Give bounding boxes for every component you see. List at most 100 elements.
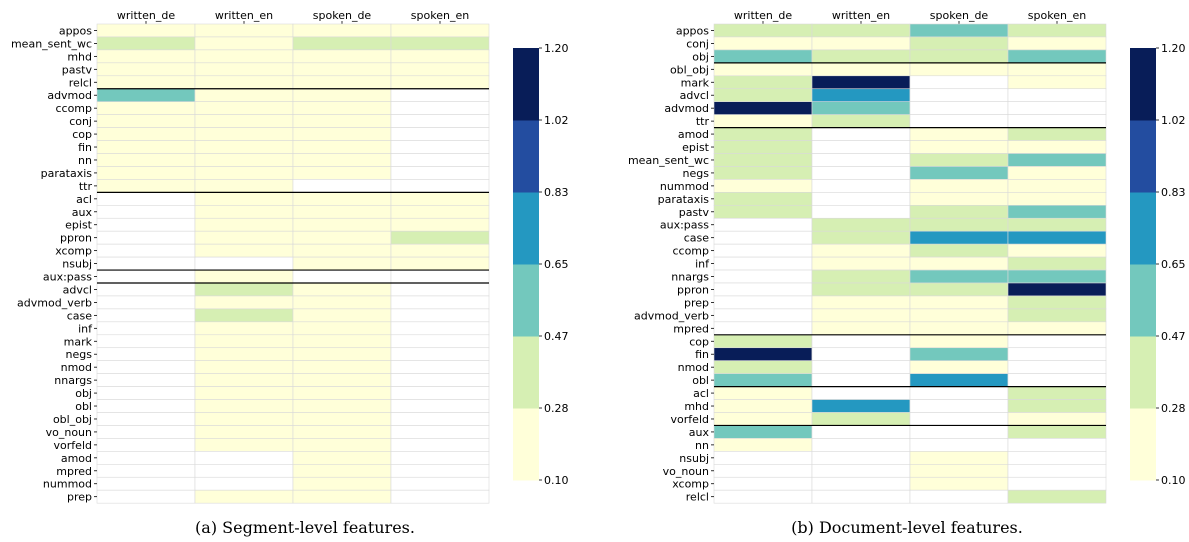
heatmap-cell [713, 269, 813, 284]
document-level-colorbar: 1.20 1.02 0.83 0.65 0.47 0.28 0.10 [1130, 42, 1186, 487]
row-label: aux [72, 206, 93, 219]
heatmap-cell [1007, 217, 1107, 232]
heatmap-cell [909, 412, 1009, 426]
heatmap-cell [909, 386, 1009, 400]
heatmap-cell [96, 438, 196, 452]
column-label: written_de [734, 9, 792, 22]
row-label: advmod [664, 102, 709, 115]
row-label: negs [66, 348, 93, 361]
heatmap-cell [811, 373, 911, 387]
colorbar-segment [1130, 192, 1156, 265]
row-label: conj [69, 115, 92, 128]
colorbar-tick-label: 0.10 [1161, 474, 1186, 487]
heatmap-cell [713, 127, 813, 141]
row-label: mark [681, 76, 710, 89]
row-label: advmod_verb [17, 296, 92, 309]
heatmap-cell [292, 295, 392, 310]
heatmap-cell [713, 62, 813, 77]
heatmap-cell [713, 140, 813, 154]
heatmap-cell [194, 476, 294, 491]
heatmap-cell [713, 399, 813, 413]
heatmap-cell [96, 256, 196, 271]
heatmap-cell [1007, 386, 1107, 400]
column-label: spoken_de [313, 9, 372, 22]
heatmap-cell [909, 308, 1009, 323]
heatmap-cell [713, 282, 813, 297]
colorbar-segment [513, 336, 539, 409]
row-label: mean_sent_wc [11, 37, 92, 50]
heatmap-cell [811, 399, 911, 413]
heatmap-cell [292, 347, 392, 361]
heatmap-cell [96, 217, 196, 232]
heatmap-cell [909, 192, 1009, 206]
heatmap-cell [713, 425, 813, 439]
heatmap-cell [96, 114, 196, 128]
row-label: acl [76, 193, 92, 206]
heatmap-cell [292, 282, 392, 297]
heatmap-cell [194, 295, 294, 310]
heatmap-cell [909, 127, 1009, 141]
heatmap-cell [194, 49, 294, 64]
heatmap-cell [1007, 140, 1107, 154]
heatmap-cell [194, 192, 294, 206]
heatmap-cell [390, 166, 490, 180]
row-label: advmod_verb [634, 309, 709, 322]
heatmap-cell [194, 62, 294, 77]
heatmap-cell [909, 166, 1009, 180]
heatmap-cell [96, 399, 196, 413]
heatmap-cell [811, 243, 911, 258]
column-label: written_de [117, 9, 175, 22]
row-label: advcl [63, 283, 92, 296]
heatmap-cell [909, 476, 1009, 491]
row-label: fin [78, 141, 92, 154]
heatmap-cell [909, 153, 1009, 167]
heatmap-cell [292, 166, 392, 180]
colorbar-segment [513, 408, 539, 481]
heatmap-cell [194, 399, 294, 413]
heatmap-cell [1007, 476, 1107, 491]
heatmap-cell [96, 386, 196, 400]
row-label: amod [678, 128, 709, 141]
heatmap-cell [194, 101, 294, 115]
row-label: nn [78, 154, 92, 167]
heatmap-cell [909, 295, 1009, 310]
heatmap-cell [390, 489, 490, 504]
heatmap-cell [1007, 373, 1107, 387]
row-label: vo_noun [46, 426, 92, 439]
heatmap-cell [292, 192, 392, 206]
heatmap-cell [909, 489, 1009, 504]
heatmap-cell [292, 153, 392, 167]
heatmap-cell [292, 88, 392, 102]
row-label: relcl [69, 76, 92, 89]
row-label: obj [75, 387, 92, 400]
heatmap-cell [1007, 166, 1107, 180]
heatmap-cell [96, 451, 196, 465]
row-label: case [684, 232, 710, 245]
row-label: epist [65, 219, 93, 232]
row-label: nsubj [62, 258, 92, 271]
heatmap-cell [194, 140, 294, 154]
heatmap-cell [292, 179, 392, 193]
row-label: mark [64, 335, 93, 348]
row-label: advmod [47, 89, 92, 102]
heatmap-cell [713, 451, 813, 465]
heatmap-cell [1007, 23, 1107, 38]
heatmap-cell [1007, 179, 1107, 193]
heatmap-cell [909, 321, 1009, 336]
colorbar-tick-label: 0.83 [1161, 186, 1186, 199]
heatmap-cell [292, 205, 392, 219]
heatmap-cell [1007, 49, 1107, 64]
row-label: obl_obj [670, 63, 709, 76]
heatmap-cell [909, 75, 1009, 90]
row-label: mpred [56, 465, 92, 478]
heatmap-cell [292, 23, 392, 38]
heatmap-cell [1007, 153, 1107, 167]
heatmap-cell [811, 412, 911, 426]
heatmap-cell [1007, 230, 1107, 245]
heatmap-cell [390, 373, 490, 387]
heatmap-cell [390, 23, 490, 38]
colorbar-tick-label: 1.02 [1161, 114, 1186, 127]
colorbar-segment [1130, 264, 1156, 337]
heatmap-cell [390, 140, 490, 154]
heatmap-cell [96, 205, 196, 219]
